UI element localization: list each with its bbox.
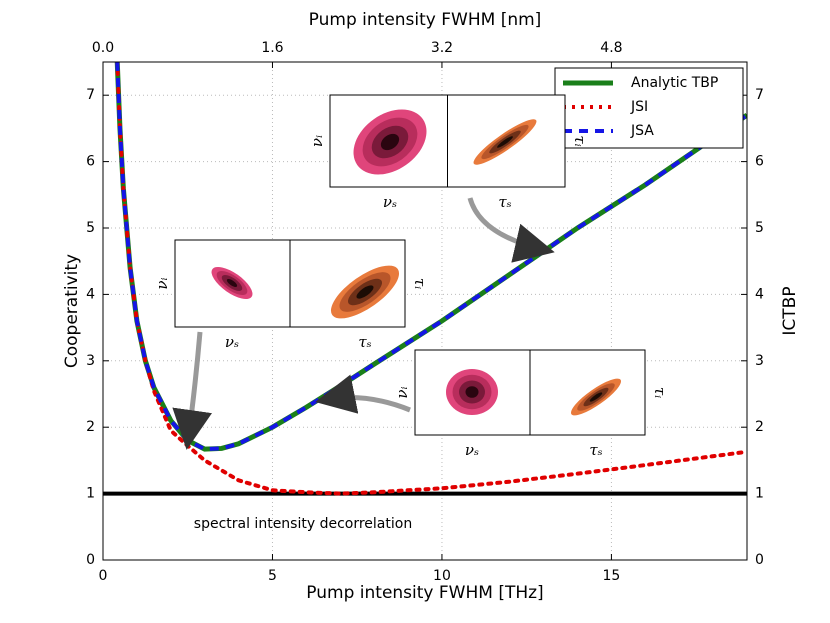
inset-contour xyxy=(380,133,400,151)
x2-tick-label: 1.6 xyxy=(261,40,283,56)
y2-tick-label: 4 xyxy=(755,286,764,302)
inset-label: νₛ xyxy=(465,441,479,459)
y-tick-label: 5 xyxy=(86,220,95,236)
arrow xyxy=(172,331,212,450)
inset-label: τᵢ xyxy=(571,135,589,146)
legend-label: JSI xyxy=(630,99,648,115)
inset-label: τₛ xyxy=(358,333,371,351)
y-tick-label: 1 xyxy=(86,486,95,502)
inset-label: νₛ xyxy=(225,333,239,351)
x-tick-label: 5 xyxy=(268,568,277,584)
inset-contour xyxy=(465,386,479,398)
x2-axis-label: Pump intensity FWHM [nm] xyxy=(309,10,542,30)
y2-tick-label: 1 xyxy=(755,486,764,502)
y-tick-label: 6 xyxy=(86,154,95,170)
y-tick-label: 4 xyxy=(86,286,95,302)
y2-axis-label: ICTBP xyxy=(780,286,800,335)
inset-contour xyxy=(226,278,238,288)
y2-tick-label: 7 xyxy=(755,87,764,103)
inset-label: νᵢ xyxy=(393,386,411,398)
inset-label: τᵢ xyxy=(411,278,429,289)
annotation: spectral intensity decorrelation xyxy=(194,516,412,532)
y2-tick-label: 2 xyxy=(755,419,764,435)
y2-tick-label: 6 xyxy=(755,154,764,170)
line-series xyxy=(115,62,747,452)
x2-tick-label: 4.8 xyxy=(600,40,622,56)
arrow xyxy=(467,197,555,263)
y-tick-label: 3 xyxy=(86,353,95,369)
legend-label: Analytic TBP xyxy=(631,75,718,91)
x2-tick-label: 3.2 xyxy=(431,40,453,56)
y-axis-label: Cooperativity xyxy=(62,254,82,368)
x-tick-label: 15 xyxy=(603,568,621,584)
y2-tick-label: 5 xyxy=(755,220,764,236)
y-tick-label: 2 xyxy=(86,419,95,435)
arrow xyxy=(315,374,411,414)
plot-frame xyxy=(102,61,748,561)
x-tick-label: 0 xyxy=(99,568,108,584)
inset-label: νᵢ xyxy=(153,277,171,289)
inset-label: νₛ xyxy=(383,193,397,211)
x-tick-label: 10 xyxy=(433,568,451,584)
inset-label: νᵢ xyxy=(308,135,326,147)
inset-contour xyxy=(356,285,374,299)
y2-tick-label: 3 xyxy=(755,353,764,369)
legend-label: JSA xyxy=(630,123,654,139)
y-tick-label: 0 xyxy=(86,552,95,568)
x2-tick-label: 0.0 xyxy=(92,40,114,56)
x-axis-label: Pump intensity FWHM [THz] xyxy=(306,583,543,603)
inset-label: τₛ xyxy=(589,441,602,459)
inset-contour xyxy=(589,392,603,402)
inset-label: τᵢ xyxy=(651,387,669,398)
y-tick-label: 7 xyxy=(86,87,95,103)
y2-tick-label: 0 xyxy=(755,552,764,568)
inset-label: τₛ xyxy=(498,193,511,211)
inset-contour xyxy=(497,136,513,148)
